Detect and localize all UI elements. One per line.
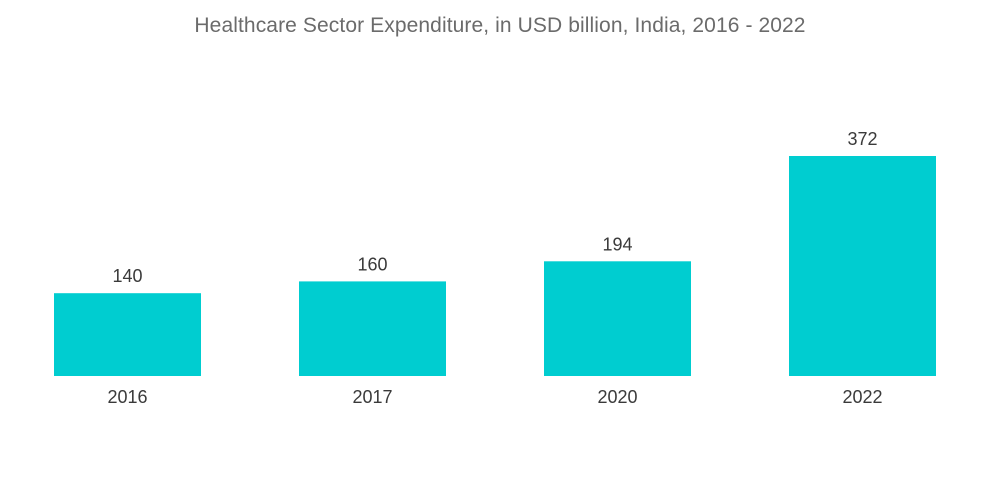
value-label-2016: 140 [112, 266, 142, 286]
bar-2020 [544, 261, 691, 376]
x-axis-ticks: 2016 2017 2020 2022 [107, 387, 882, 407]
bar-2017 [299, 281, 446, 376]
value-label-2020: 194 [602, 234, 632, 254]
bar-2016 [54, 293, 201, 376]
x-tick-label-2020: 2020 [597, 387, 637, 407]
value-labels-layer: 140 160 194 372 [112, 129, 877, 286]
x-tick-label-2017: 2017 [352, 387, 392, 407]
x-tick-label-2022: 2022 [842, 387, 882, 407]
value-label-2022: 372 [847, 129, 877, 149]
value-label-2017: 160 [357, 254, 387, 274]
bars-layer [54, 156, 936, 376]
x-tick-label-2016: 2016 [107, 387, 147, 407]
chart-title: Healthcare Sector Expenditure, in USD bi… [194, 14, 806, 37]
bar-2022 [789, 156, 936, 376]
